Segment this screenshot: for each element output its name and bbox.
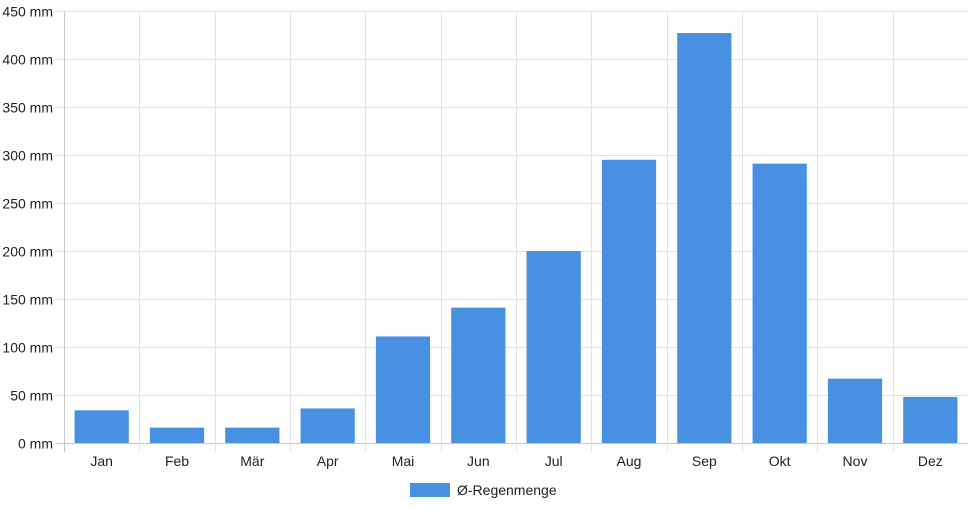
bar-Mai[interactable] [375,336,431,443]
bar-Jun[interactable] [451,307,506,443]
y-tick-label: 100 mm [2,340,53,356]
x-tick-label: Jan [90,453,113,469]
y-axis-tick-labels: 0 mm 50 mm 100 mm 150 mm 200 mm 250 mm 300 mm 3… [2,4,53,452]
x-tick-label: Okt [769,453,791,469]
x-tick-label: Dez [918,453,943,469]
bar-Okt[interactable] [752,163,807,443]
bar-Jul[interactable] [526,251,581,443]
x-tick-label: Nov [843,453,868,469]
x-tick-label: Mai [392,453,415,469]
legend-swatch[interactable] [410,483,450,497]
bar-Sep[interactable] [677,33,732,444]
bars [74,33,958,444]
legend-label[interactable]: Ø-Regenmenge [457,482,557,498]
bar-Aug[interactable] [601,159,657,444]
x-tick-label: Aug [617,453,642,469]
x-tick-label: Sep [692,453,717,469]
x-tick-label: Jul [545,453,563,469]
y-tick-label: 300 mm [2,148,53,164]
grid-lines [56,11,968,452]
x-tick-label: Mär [240,453,264,469]
y-tick-label: 50 mm [10,388,53,404]
y-tick-label: 400 mm [2,52,53,68]
bar-Mär[interactable] [225,427,280,443]
bar-Feb[interactable] [149,427,205,443]
x-tick-label: Feb [165,453,189,469]
x-tick-label: Apr [317,453,339,469]
bar-Nov[interactable] [827,378,883,443]
x-axis-tick-labels: Jan Feb Mär Apr Mai Jun Jul Aug Sep Okt Nov Dez [90,453,942,469]
y-tick-label: 350 mm [2,100,53,116]
y-tick-label: 200 mm [2,244,53,260]
y-tick-label: 450 mm [2,4,53,20]
bar-Jan[interactable] [74,410,129,443]
y-tick-label: 250 mm [2,196,53,212]
x-tick-label: Jun [467,453,490,469]
y-tick-label: 150 mm [2,292,53,308]
bar-Apr[interactable] [300,408,355,443]
legend[interactable]: Ø-Regenmenge [410,482,557,498]
bar-Dez[interactable] [903,396,958,443]
y-tick-label: 0 mm [18,436,53,452]
